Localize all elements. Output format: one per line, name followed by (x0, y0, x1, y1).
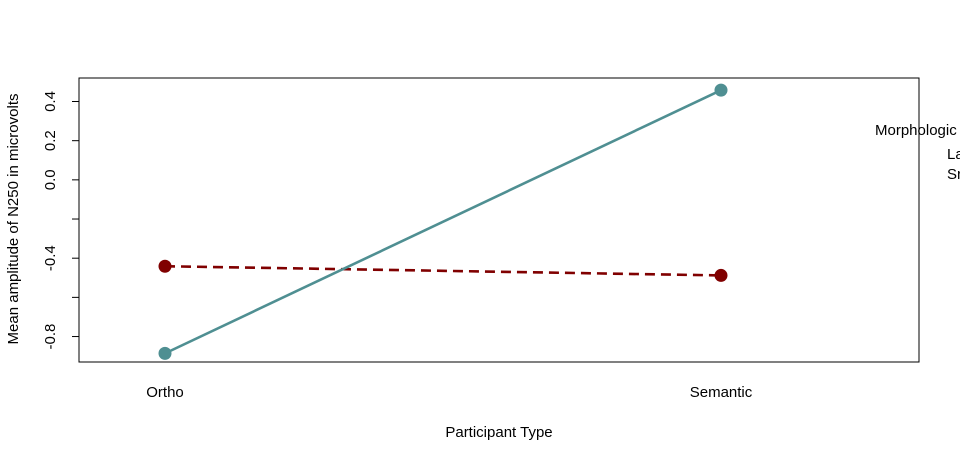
x-axis: Ortho Semantic (146, 384, 753, 401)
plot-frame (78, 77, 920, 363)
legend-entry-2: Sr (947, 166, 960, 183)
legend-title: Morphologic (875, 122, 957, 139)
x-tick-label: Semantic (690, 384, 753, 401)
y-tick-label: -0.4 (42, 245, 59, 271)
data-point (158, 259, 172, 273)
series-layer (158, 83, 728, 360)
x-axis-label: Participant Type (445, 424, 552, 441)
data-point (158, 346, 172, 360)
y-tick-label: 0.2 (42, 130, 59, 151)
series-line (164, 88, 722, 355)
y-tick-label: 0.4 (42, 91, 59, 112)
data-point (714, 83, 728, 97)
data-point (714, 268, 728, 282)
x-tick-label: Ortho (146, 384, 184, 401)
y-axis-label: Mean amplitude of N250 in microvolts (5, 94, 22, 345)
series-line (164, 264, 722, 277)
y-tick-label: -0.8 (42, 324, 59, 350)
y-tick-label: 0.0 (42, 169, 59, 190)
legend-entry-1: La (947, 146, 960, 163)
y-axis: 0.4 0.2 0.0 -0.4 -0.8 (42, 91, 79, 349)
